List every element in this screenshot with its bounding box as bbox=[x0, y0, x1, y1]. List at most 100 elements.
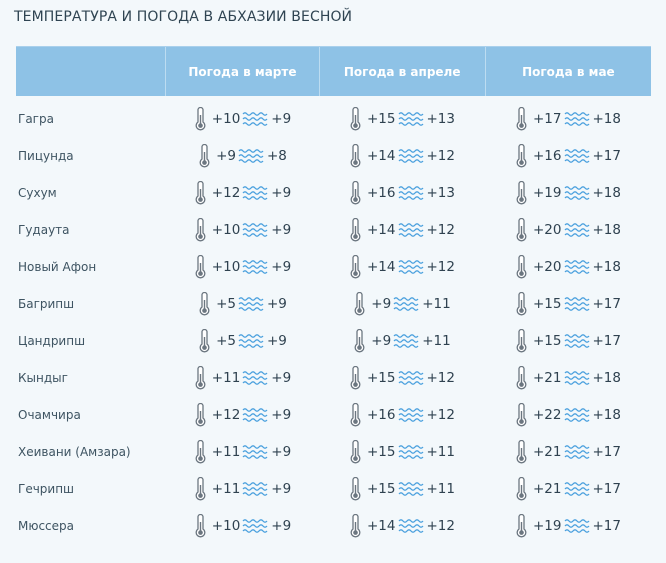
thermometer-icon bbox=[515, 254, 528, 279]
waves-icon bbox=[564, 481, 591, 497]
air-temperature: +19 bbox=[533, 517, 562, 534]
sea-temperature: +11 bbox=[426, 443, 456, 460]
thermometer-icon bbox=[198, 291, 211, 316]
temp-cell-may: +19 +18 bbox=[485, 174, 651, 211]
sea-temperature: +18 bbox=[592, 258, 622, 275]
table-row: Очамчира +12 +9 +16 +12 +22 +18 bbox=[16, 396, 651, 433]
sea-temperature: +18 bbox=[592, 221, 622, 238]
table-row: Хеивани (Амзара) +11 +9 +15 +11 +21 +17 bbox=[16, 433, 651, 470]
sea-temperature: +18 bbox=[592, 110, 622, 127]
thermometer-icon bbox=[194, 180, 207, 205]
table-row: Цандрипш +5 +9 +9 +11 +15 +17 bbox=[16, 322, 651, 359]
waves-icon bbox=[398, 185, 425, 201]
waves-icon bbox=[564, 148, 591, 164]
waves-icon bbox=[564, 111, 591, 127]
thermometer-icon bbox=[349, 254, 362, 279]
sea-temperature: +9 bbox=[267, 332, 287, 349]
table-body: Гагра +10 +9 +15 +13 +17 +18 Пицунда +9 +8 +14 +12 +… bbox=[16, 100, 651, 544]
air-temperature: +16 bbox=[367, 406, 396, 423]
city-name: Кындыг bbox=[18, 370, 68, 385]
temp-cell-april: +15 +11 bbox=[319, 433, 485, 470]
waves-icon bbox=[564, 370, 591, 386]
thermometer-icon bbox=[349, 217, 362, 242]
air-temperature: +15 bbox=[367, 443, 396, 460]
waves-icon bbox=[398, 148, 425, 164]
sea-temperature: +9 bbox=[271, 517, 292, 534]
table-header: Погода в марте Погода в апреле Погода в … bbox=[16, 46, 651, 96]
thermometer-icon bbox=[515, 365, 528, 390]
thermometer-icon bbox=[194, 254, 207, 279]
sea-temperature: +18 bbox=[592, 184, 622, 201]
air-temperature: +15 bbox=[533, 295, 562, 312]
temp-cell-may: +21 +18 bbox=[485, 359, 651, 396]
sea-temperature: +17 bbox=[592, 147, 622, 164]
air-temperature: +10 bbox=[211, 517, 241, 534]
waves-icon bbox=[564, 444, 591, 460]
air-temperature: +16 bbox=[533, 147, 562, 164]
sea-temperature: +12 bbox=[426, 221, 456, 238]
waves-icon bbox=[398, 222, 425, 238]
thermometer-icon bbox=[515, 513, 528, 538]
thermometer-icon bbox=[194, 402, 207, 427]
thermometer-icon bbox=[349, 402, 362, 427]
header-march: Погода в марте bbox=[165, 47, 318, 96]
air-temperature: +19 bbox=[533, 184, 562, 201]
air-temperature: +14 bbox=[367, 517, 396, 534]
sea-temperature: +18 bbox=[592, 369, 622, 386]
temp-cell-april: +16 +12 bbox=[319, 396, 485, 433]
thermometer-icon bbox=[198, 143, 211, 168]
table-row: Сухум +12 +9 +16 +13 +19 +18 bbox=[16, 174, 651, 211]
sea-temperature: +17 bbox=[592, 517, 622, 534]
air-temperature: +15 bbox=[367, 480, 396, 497]
air-temperature: +12 bbox=[211, 406, 241, 423]
air-temperature: +20 bbox=[533, 221, 562, 238]
table-row: Мюссера +10 +9 +14 +12 +19 +17 bbox=[16, 507, 651, 544]
air-temperature: +17 bbox=[533, 110, 562, 127]
temp-cell-april: +14 +12 bbox=[319, 211, 485, 248]
city-name: Багрипш bbox=[18, 296, 75, 311]
air-temperature: +15 bbox=[367, 369, 396, 386]
temp-cell-may: +15 +17 bbox=[485, 322, 651, 359]
thermometer-icon bbox=[349, 365, 362, 390]
sea-temperature: +9 bbox=[271, 406, 292, 423]
waves-icon bbox=[242, 407, 269, 423]
waves-icon bbox=[242, 481, 269, 497]
air-temperature: +5 bbox=[216, 332, 236, 349]
waves-icon bbox=[564, 518, 591, 534]
temp-cell-march: +9 +8 bbox=[166, 137, 319, 174]
sea-temperature: +9 bbox=[271, 184, 292, 201]
table-row: Гечрипш +11 +9 +15 +11 +21 +17 bbox=[16, 470, 651, 507]
temp-cell-april: +15 +13 bbox=[319, 100, 485, 137]
waves-icon bbox=[564, 259, 591, 275]
table-row: Гагра +10 +9 +15 +13 +17 +18 bbox=[16, 100, 651, 137]
sea-temperature: +17 bbox=[592, 295, 622, 312]
sea-temperature: +12 bbox=[426, 258, 456, 275]
thermometer-icon bbox=[515, 402, 528, 427]
table-row: Пицунда +9 +8 +14 +12 +16 +17 bbox=[16, 137, 651, 174]
sea-temperature: +9 bbox=[271, 480, 292, 497]
page-title: ТЕМПЕРАТУРА И ПОГОДА В АБХАЗИИ ВЕСНОЙ bbox=[14, 9, 353, 25]
air-temperature: +11 bbox=[211, 480, 241, 497]
temp-cell-may: +16 +17 bbox=[485, 137, 651, 174]
thermometer-icon bbox=[515, 439, 528, 464]
sea-temperature: +8 bbox=[267, 147, 287, 164]
air-temperature: +22 bbox=[533, 406, 562, 423]
weather-table: Погода в марте Погода в апреле Погода в … bbox=[16, 46, 651, 544]
temp-cell-march: +10 +9 bbox=[166, 507, 319, 544]
sea-temperature: +12 bbox=[426, 369, 456, 386]
waves-icon bbox=[242, 222, 269, 238]
temp-cell-march: +5 +9 bbox=[166, 322, 319, 359]
waves-icon bbox=[393, 333, 420, 349]
waves-icon bbox=[564, 407, 591, 423]
sea-temperature: +9 bbox=[271, 221, 292, 238]
sea-temperature: +12 bbox=[426, 147, 456, 164]
air-temperature: +10 bbox=[211, 221, 241, 238]
sea-temperature: +9 bbox=[267, 295, 287, 312]
sea-temperature: +12 bbox=[426, 406, 456, 423]
header-may: Погода в мае bbox=[484, 47, 651, 96]
sea-temperature: +18 bbox=[592, 406, 622, 423]
thermometer-icon bbox=[194, 217, 207, 242]
waves-icon bbox=[242, 444, 269, 460]
sea-temperature: +11 bbox=[422, 332, 451, 349]
waves-icon bbox=[242, 370, 269, 386]
